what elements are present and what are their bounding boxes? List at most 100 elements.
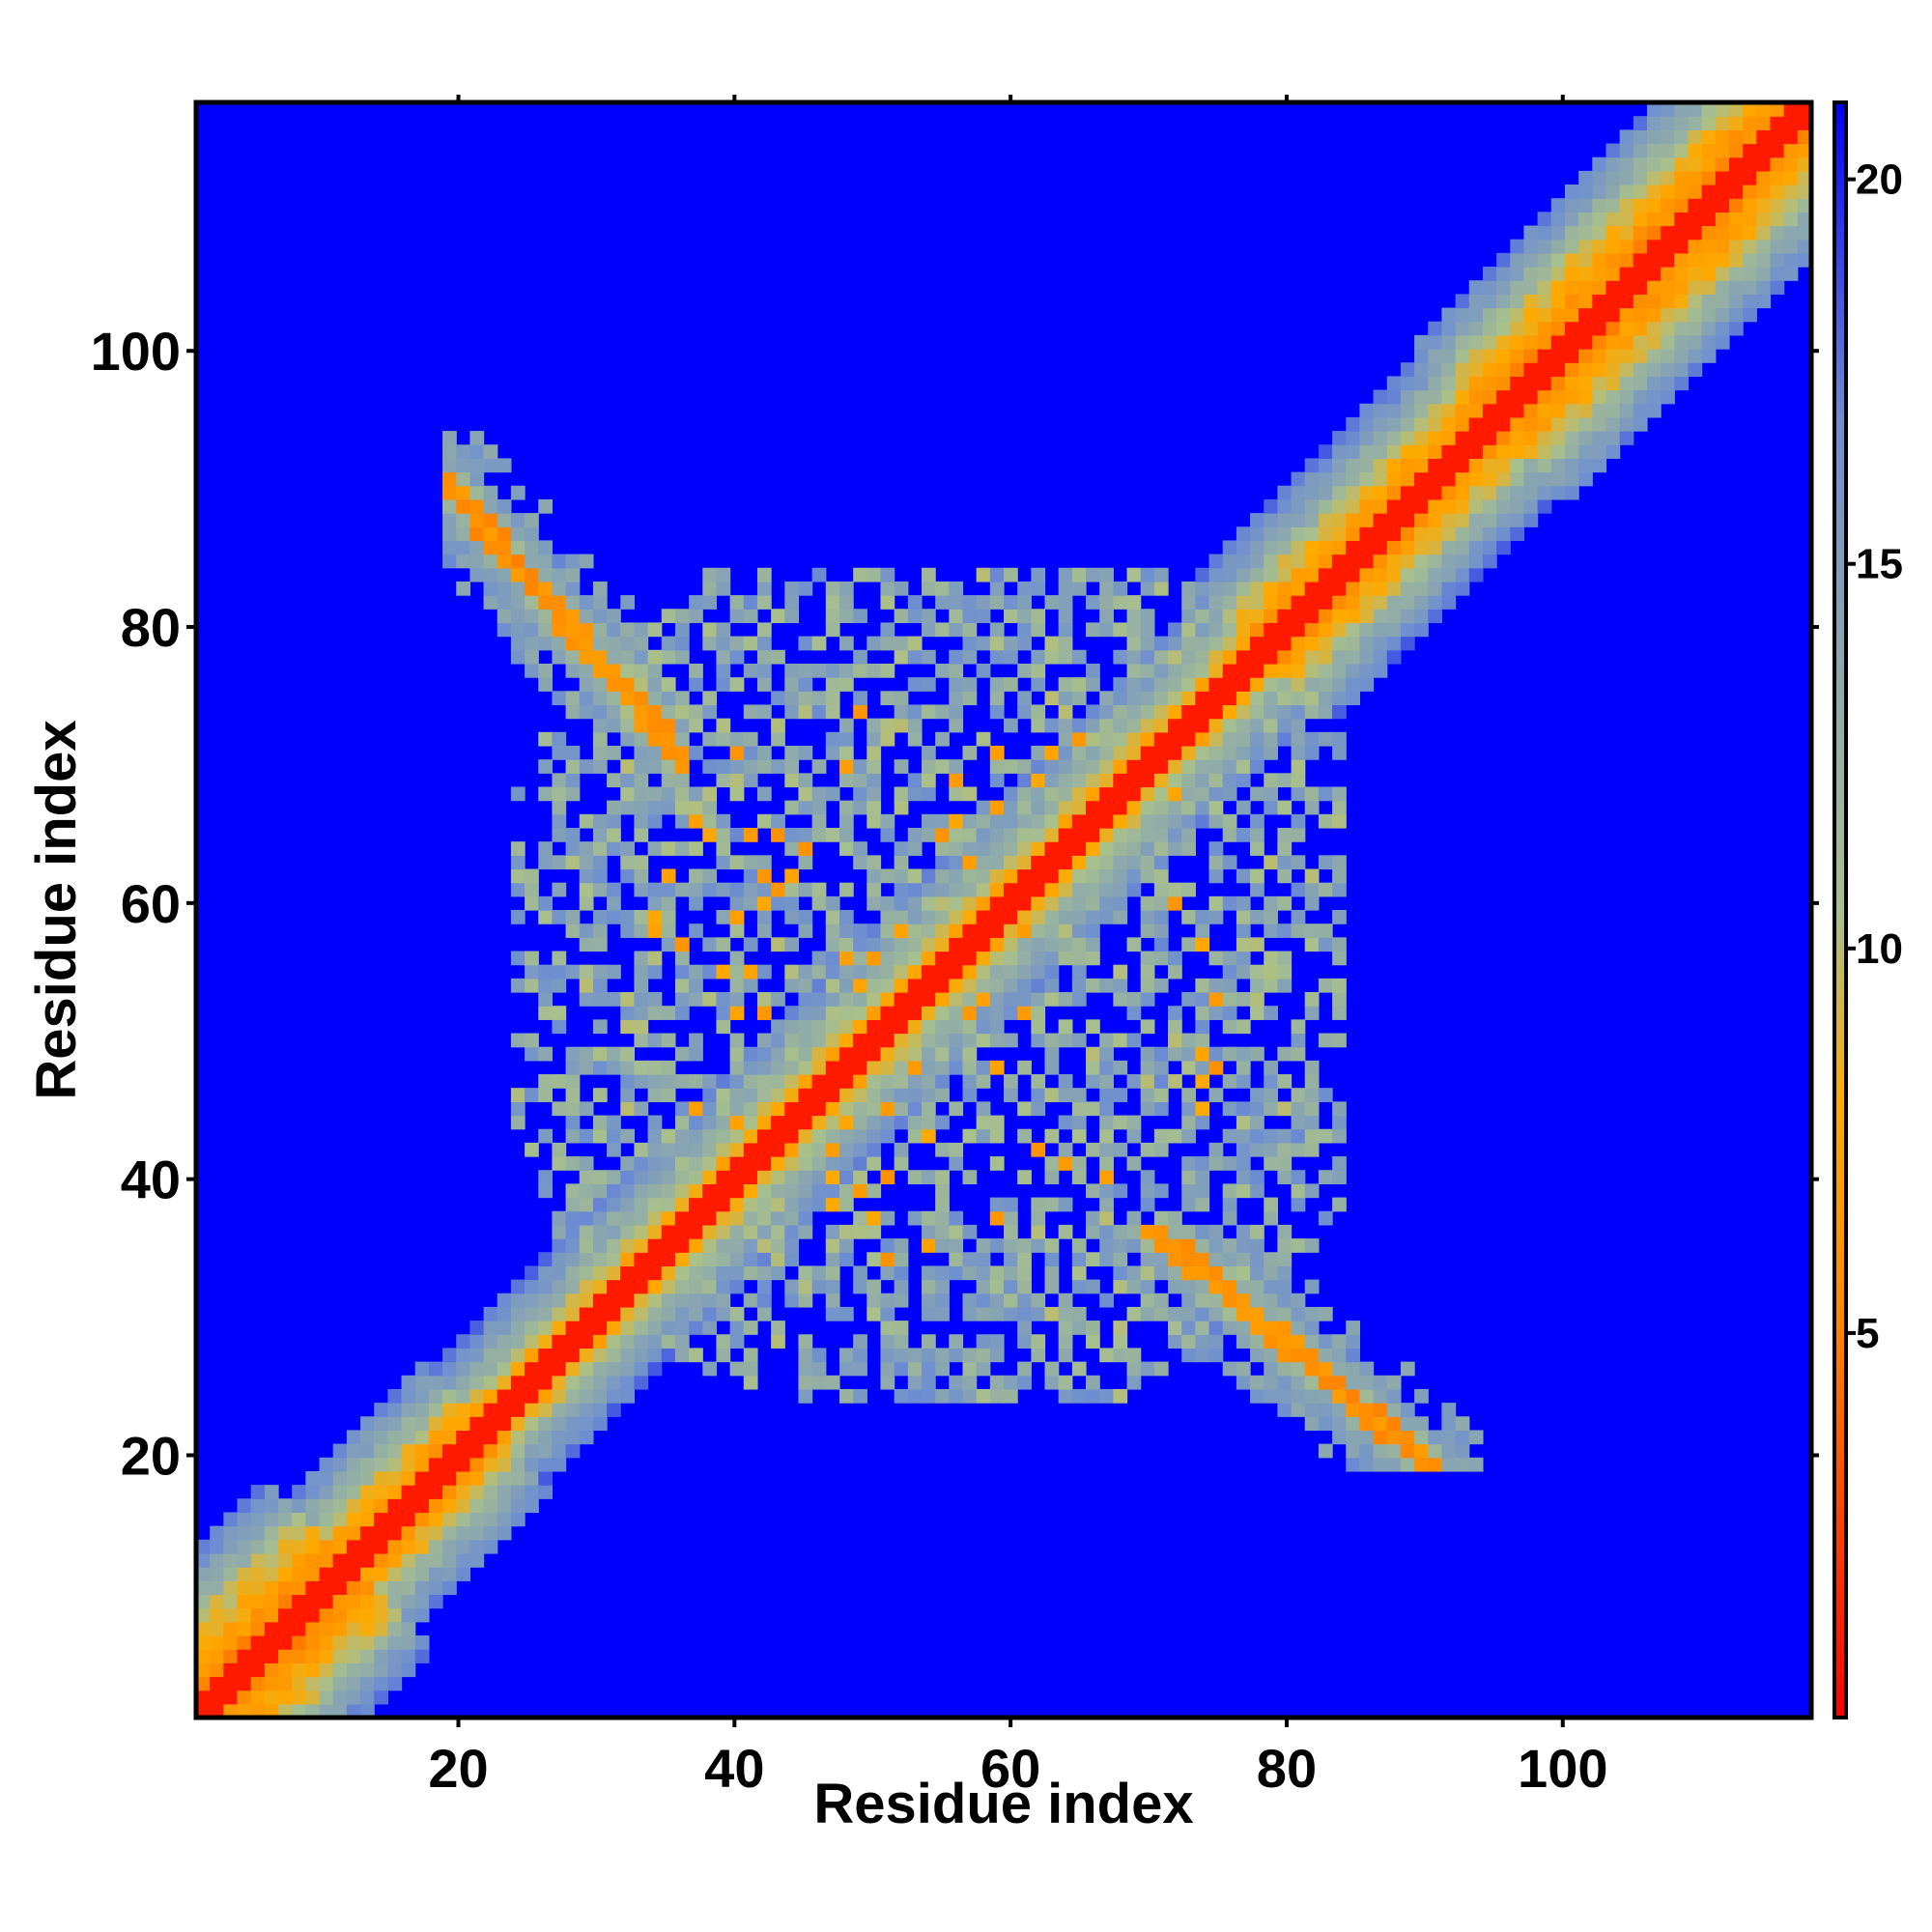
heatmap-cell — [1277, 567, 1293, 582]
heatmap-cell — [798, 1033, 813, 1048]
heatmap-cell — [1195, 1306, 1210, 1321]
heatmap-cell — [1332, 1156, 1347, 1171]
heatmap-cell — [210, 1634, 224, 1650]
heatmap-cell — [647, 677, 663, 692]
heatmap-cell — [935, 1046, 950, 1062]
heatmap-cell — [702, 1210, 718, 1226]
heatmap-cell — [1304, 691, 1320, 706]
heatmap-cell — [935, 813, 950, 829]
heatmap-cell — [1592, 170, 1607, 185]
heatmap-cell — [674, 1224, 690, 1239]
heatmap-cell — [607, 704, 621, 720]
heatmap-cell — [1181, 1170, 1196, 1184]
heatmap-cell — [620, 1019, 636, 1035]
heatmap-cell — [1004, 827, 1018, 842]
heatmap-cell — [1510, 294, 1525, 309]
heatmap-cell — [1359, 1403, 1375, 1417]
heatmap-cell — [1195, 567, 1210, 582]
heatmap-cell — [414, 1457, 430, 1472]
heatmap-cell — [1126, 841, 1142, 856]
heatmap-cell — [525, 622, 539, 638]
heatmap-cell — [469, 1321, 485, 1335]
heatmap-cell — [935, 1238, 950, 1253]
heatmap-cell — [1332, 1388, 1347, 1404]
heatmap-cell — [1153, 800, 1169, 815]
heatmap-cell — [1140, 1361, 1155, 1377]
heatmap-cell — [1743, 267, 1757, 281]
heatmap-cell — [1099, 609, 1114, 624]
heatmap-cell — [838, 663, 854, 678]
heatmap-cell — [1264, 526, 1278, 542]
heatmap-cell — [1140, 1074, 1155, 1089]
heatmap-cell — [1017, 1170, 1032, 1184]
heatmap-cell — [921, 964, 936, 980]
heatmap-cell — [1482, 403, 1497, 418]
heatmap-cell — [798, 964, 813, 980]
heatmap-cell — [743, 964, 758, 980]
heatmap-cell — [838, 1238, 854, 1253]
heatmap-cell — [962, 1033, 978, 1048]
heatmap-cell — [579, 868, 594, 884]
heatmap-cell — [1468, 471, 1484, 487]
heatmap-cell — [647, 1183, 663, 1199]
heatmap-cell — [1222, 1279, 1237, 1294]
heatmap-cell — [784, 1101, 800, 1117]
heatmap-cell — [1044, 937, 1060, 952]
heatmap-cell — [1373, 1443, 1388, 1459]
heatmap-cell — [1496, 403, 1511, 418]
heatmap-cell — [1250, 1142, 1264, 1157]
heatmap-cell — [360, 1470, 375, 1486]
heatmap-cell — [1181, 813, 1196, 829]
heatmap-cell — [223, 1552, 239, 1568]
heatmap-cell — [1332, 649, 1347, 665]
heatmap-cell — [278, 1607, 293, 1623]
heatmap-cell — [1099, 1348, 1114, 1363]
heatmap-cell — [1304, 1279, 1320, 1294]
heatmap-cell — [647, 910, 663, 924]
heatmap-cell — [1071, 773, 1087, 788]
heatmap-cell — [538, 677, 554, 692]
heatmap-cell — [935, 1306, 950, 1321]
heatmap-cell — [1153, 951, 1169, 966]
heatmap-cell — [1346, 471, 1361, 487]
heatmap-cell — [1277, 1156, 1293, 1171]
heatmap-cell — [565, 841, 581, 856]
heatmap-cell — [1181, 609, 1196, 624]
heatmap-cell — [1633, 403, 1648, 418]
heatmap-cell — [1044, 1252, 1060, 1267]
heatmap-cell — [1715, 170, 1730, 185]
heatmap-cell — [1564, 485, 1579, 500]
heatmap-cell — [1510, 362, 1525, 377]
heatmap-cell — [1195, 773, 1210, 788]
heatmap-cell — [1510, 321, 1525, 336]
heatmap-cell — [1195, 1006, 1210, 1020]
heatmap-cell — [1250, 677, 1264, 692]
heatmap-cell — [552, 1074, 567, 1089]
heatmap-cell — [278, 1649, 293, 1663]
heatmap-cell — [1031, 937, 1046, 952]
heatmap-cell — [552, 1238, 567, 1253]
heatmap-cell — [689, 1306, 703, 1321]
heatmap-cell — [250, 1649, 266, 1663]
heatmap-cell — [1168, 964, 1182, 980]
heatmap-cell — [1195, 923, 1210, 938]
heatmap-cell — [1482, 458, 1497, 473]
heatmap-cell — [702, 827, 718, 842]
heatmap-cell — [469, 1375, 485, 1390]
heatmap-cell — [1496, 526, 1511, 542]
heatmap-cell — [976, 827, 991, 842]
heatmap-cell — [592, 1197, 608, 1212]
heatmap-cell — [962, 1060, 978, 1075]
heatmap-cell — [702, 800, 718, 815]
heatmap-cell — [1113, 1279, 1128, 1294]
heatmap-cell — [196, 1567, 211, 1581]
heatmap-cell — [1304, 1238, 1320, 1253]
heatmap-cell — [1058, 649, 1073, 665]
heatmap-cell — [1715, 185, 1730, 199]
heatmap-cell — [360, 1416, 375, 1432]
heatmap-cell — [374, 1607, 388, 1623]
heatmap-cell — [401, 1403, 416, 1417]
heatmap-cell — [1017, 773, 1032, 788]
heatmap-cell — [1510, 403, 1525, 418]
heatmap-cell — [1578, 471, 1593, 487]
